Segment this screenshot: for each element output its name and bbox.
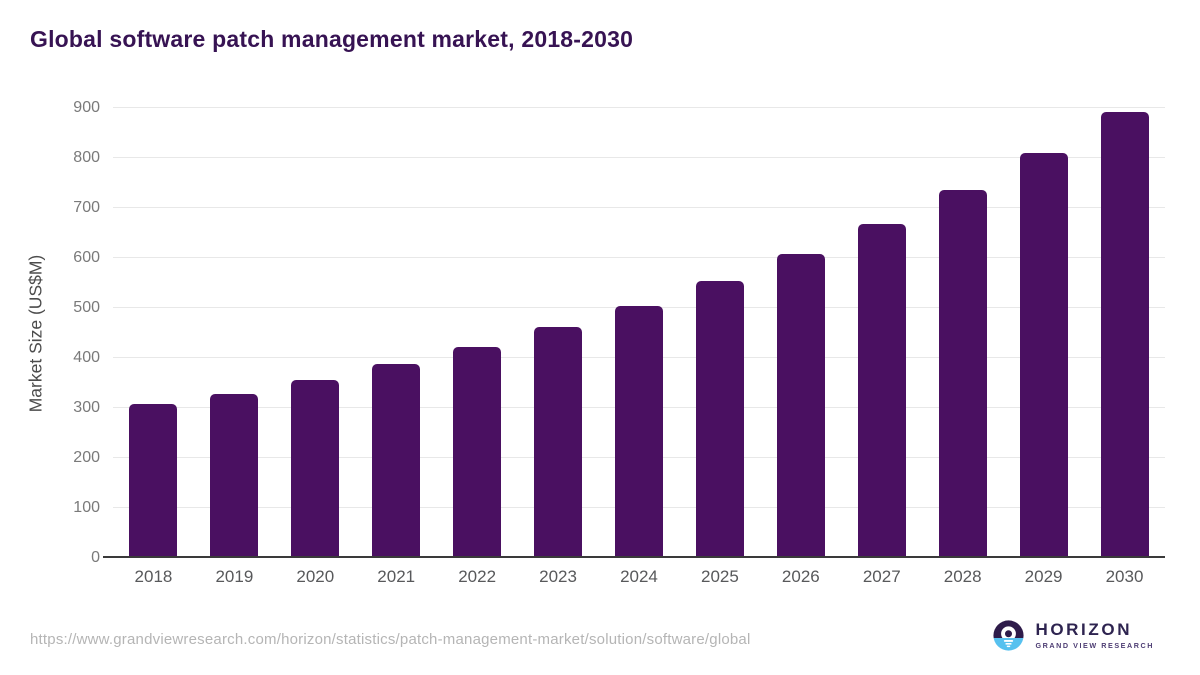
source-url: https://www.grandviewresearch.com/horizo… xyxy=(30,631,751,648)
x-label-2024: 2024 xyxy=(620,567,658,586)
x-label-2021: 2021 xyxy=(377,567,416,586)
gridline-700 xyxy=(113,207,1165,208)
bar-2020 xyxy=(291,380,340,558)
brand-logo: HORIZON GRAND VIEW RESEARCH xyxy=(991,618,1154,653)
x-label-2019: 2019 xyxy=(215,567,254,586)
x-label-2028: 2028 xyxy=(943,567,982,586)
y-tick-label-500: 500 xyxy=(73,299,100,316)
x-label-2022: 2022 xyxy=(458,567,497,586)
bar-2028 xyxy=(938,189,987,558)
y-tick-label-0: 0 xyxy=(91,549,100,566)
y-tick-label-600: 600 xyxy=(73,248,100,266)
x-label-2018: 2018 xyxy=(134,567,173,586)
x-label-2027: 2027 xyxy=(862,567,901,586)
logo-name: HORIZON xyxy=(1035,620,1133,640)
y-tick-label-900: 900 xyxy=(73,99,100,116)
y-axis-label-wrap: Market Size (US$M) xyxy=(14,108,58,558)
bar-2023 xyxy=(534,327,583,558)
bar-2026 xyxy=(776,254,825,558)
bar-2019 xyxy=(210,394,259,558)
x-label-2023: 2023 xyxy=(539,567,577,586)
y-axis-label: Market Size (US$M) xyxy=(25,254,46,412)
x-label-2026: 2026 xyxy=(781,567,820,586)
gridline-800 xyxy=(113,157,1165,158)
x-axis-labels: 2018 2019 2020 2021 2022 2023 2024 2025 2026 2027… xyxy=(113,567,1165,587)
x-label-2020: 2020 xyxy=(296,567,335,586)
bar-2025 xyxy=(695,280,744,558)
y-tick-label-100: 100 xyxy=(73,499,100,516)
horizon-sun-icon xyxy=(993,620,1025,651)
x-label-2030: 2030 xyxy=(1105,567,1144,586)
gridline-600 xyxy=(113,257,1165,259)
bar-2022 xyxy=(453,347,502,558)
y-tick-label-800: 800 xyxy=(73,149,100,166)
gridline-900 xyxy=(113,107,1165,108)
bar-2029 xyxy=(1019,153,1068,558)
logo-subtitle: GRAND VIEW RESEARCH xyxy=(1035,640,1154,650)
bar-2021 xyxy=(372,364,421,558)
chart-title: Global software patch management market,… xyxy=(30,26,634,52)
bar-2027 xyxy=(857,224,906,558)
x-label-2025: 2025 xyxy=(700,567,739,586)
x-label-2029: 2029 xyxy=(1024,567,1063,586)
y-tick-label-400: 400 xyxy=(73,349,100,366)
x-axis-line xyxy=(103,556,1165,558)
y-tick-label-300: 300 xyxy=(73,398,100,416)
y-tick-label-200: 200 xyxy=(73,449,100,466)
logo-text: HORIZON GRAND VIEW RESEARCH xyxy=(1035,621,1154,650)
bar-2018 xyxy=(129,404,178,558)
bars-container xyxy=(113,108,1165,558)
bar-2024 xyxy=(614,305,663,558)
bar-2030 xyxy=(1100,111,1149,558)
plot-area: 0 100 200 300 400 500 600 700 800 900 xyxy=(73,99,1165,566)
y-tick-label-700: 700 xyxy=(73,199,100,216)
